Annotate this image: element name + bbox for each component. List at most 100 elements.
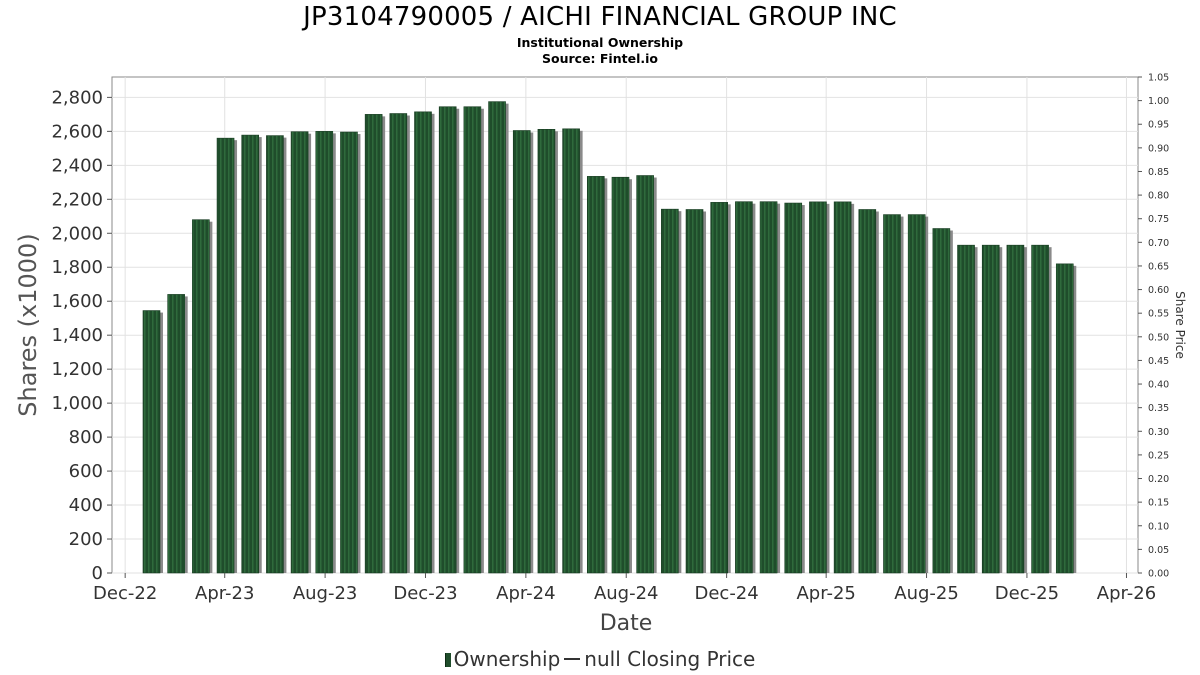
bar-ownership bbox=[142, 310, 161, 574]
y2-tick-label: 0.55 bbox=[1148, 309, 1169, 320]
bar-ownership bbox=[537, 129, 556, 574]
bar-ownership bbox=[364, 114, 383, 574]
bar-ownership bbox=[784, 202, 803, 574]
y2-tick-label: 0.45 bbox=[1148, 356, 1169, 367]
y2-axis-title: Share Price bbox=[1173, 291, 1187, 359]
bar-ownership bbox=[216, 137, 235, 574]
left-y-axis: 0 200 400 600 800 1,000 1,200 1,400 1,600 1,800 2,… bbox=[51, 87, 112, 584]
y-tick-label: 400 bbox=[69, 495, 103, 516]
bar-ownership bbox=[266, 135, 284, 574]
y2-tick-label: 0.90 bbox=[1148, 143, 1169, 154]
bar-ownership bbox=[438, 106, 457, 574]
y2-tick-label: 0.25 bbox=[1148, 450, 1169, 461]
bar-ownership bbox=[611, 176, 630, 574]
y-tick-label: 1,400 bbox=[51, 325, 103, 346]
x-tick-label: Apr-23 bbox=[195, 583, 254, 604]
bar-ownership bbox=[562, 128, 580, 574]
y2-tick-label: 0.00 bbox=[1148, 569, 1169, 580]
y2-tick-label: 0.15 bbox=[1148, 498, 1169, 509]
y-axis-title: Shares (x1000) bbox=[14, 233, 42, 416]
bar-ownership bbox=[932, 228, 951, 574]
bar-ownership bbox=[685, 209, 704, 574]
bar-ownership bbox=[1006, 244, 1025, 574]
x-tick-label: Dec-24 bbox=[694, 583, 758, 604]
bar-ownership bbox=[1031, 244, 1049, 574]
y-tick-label: 600 bbox=[69, 461, 103, 482]
y2-tick-label: 1.00 bbox=[1148, 96, 1169, 107]
bar-ownership bbox=[710, 202, 729, 574]
y2-tick-label: 0.50 bbox=[1148, 332, 1169, 343]
chart-title: JP3104790005 / AICHI FINANCIAL GROUP INC bbox=[303, 2, 897, 32]
y2-tick-label: 0.40 bbox=[1148, 380, 1169, 391]
x-axis-title: Date bbox=[600, 611, 653, 636]
bar-ownership bbox=[981, 244, 1000, 574]
y-tick-label: 2,000 bbox=[51, 223, 103, 244]
y-tick-label: 2,600 bbox=[51, 121, 103, 142]
y-tick-label: 1,800 bbox=[51, 257, 103, 278]
x-tick-label: Aug-23 bbox=[293, 583, 358, 604]
y2-tick-label: 0.60 bbox=[1148, 285, 1169, 296]
bar-ownership bbox=[241, 134, 260, 574]
y-tick-label: 1,600 bbox=[51, 291, 103, 312]
x-tick-label: Dec-23 bbox=[393, 583, 457, 604]
y2-tick-label: 0.20 bbox=[1148, 474, 1169, 485]
x-tick-label: Apr-24 bbox=[496, 583, 555, 604]
y2-tick-label: 0.30 bbox=[1148, 427, 1169, 438]
y2-tick-label: 0.70 bbox=[1148, 238, 1169, 249]
bar-ownership bbox=[858, 209, 877, 574]
bar-ownership bbox=[290, 131, 309, 574]
bar-ownership bbox=[192, 219, 210, 574]
bar-ownership bbox=[315, 131, 334, 574]
bar-ownership bbox=[661, 208, 679, 574]
x-tick-label: Dec-25 bbox=[995, 583, 1059, 604]
y-tick-label: 2,400 bbox=[51, 155, 103, 176]
y2-tick-label: 0.35 bbox=[1148, 403, 1169, 414]
y-tick-label: 2,200 bbox=[51, 189, 103, 210]
y2-tick-label: 0.75 bbox=[1148, 214, 1169, 225]
y-tick-label: 0 bbox=[92, 563, 103, 584]
x-tick-label: Apr-25 bbox=[796, 583, 855, 604]
bar-ownership bbox=[735, 201, 753, 574]
legend-swatch-price bbox=[564, 658, 581, 660]
bar-ownership bbox=[167, 294, 185, 574]
x-axis: Dec-22 Apr-23 Aug-23 Dec-23 Apr-24 Aug-24 Dec-… bbox=[93, 573, 1156, 604]
bar-ownership bbox=[809, 201, 827, 574]
ownership-chart: 0 200 400 600 800 1,000 1,200 1,400 1,600 1,800 2,… bbox=[14, 73, 1187, 637]
bar-ownership bbox=[389, 113, 408, 574]
bar-ownership bbox=[463, 106, 482, 574]
legend-label-ownership: Ownership bbox=[453, 647, 561, 671]
legend-label-price: null Closing Price bbox=[584, 647, 756, 671]
y-tick-label: 1,000 bbox=[51, 393, 103, 414]
bar-ownership bbox=[586, 176, 605, 574]
bar-ownership bbox=[414, 111, 432, 574]
y2-tick-label: 0.95 bbox=[1148, 120, 1169, 131]
y-tick-label: 200 bbox=[69, 529, 103, 550]
x-tick-label: Apr-26 bbox=[1097, 583, 1156, 604]
bar-series-ownership bbox=[142, 101, 1077, 574]
bar-ownership bbox=[907, 214, 926, 574]
bar-ownership bbox=[512, 130, 531, 574]
bar-ownership bbox=[759, 201, 778, 574]
y-tick-label: 800 bbox=[69, 427, 103, 448]
bar-ownership bbox=[340, 131, 358, 574]
bar-ownership bbox=[957, 244, 975, 574]
bar-ownership bbox=[883, 214, 901, 574]
y2-tick-label: 1.05 bbox=[1148, 73, 1169, 84]
bar-ownership bbox=[636, 175, 654, 574]
x-tick-label: Aug-25 bbox=[894, 583, 959, 604]
y2-tick-label: 0.80 bbox=[1148, 191, 1169, 202]
y2-tick-label: 0.10 bbox=[1148, 521, 1169, 532]
legend-swatch-ownership bbox=[444, 653, 451, 667]
y2-tick-label: 0.85 bbox=[1148, 167, 1169, 178]
chart-source: Source: Fintel.io bbox=[542, 51, 658, 66]
chart-subtitle: Institutional Ownership bbox=[516, 35, 684, 50]
legend: Ownership null Closing Price bbox=[0, 647, 1200, 671]
x-tick-label: Dec-22 bbox=[93, 583, 157, 604]
y2-tick-label: 0.65 bbox=[1148, 261, 1169, 272]
x-tick-label: Aug-24 bbox=[594, 583, 659, 604]
bar-ownership bbox=[488, 101, 506, 574]
y-tick-label: 1,200 bbox=[51, 359, 103, 380]
y-tick-label: 2,800 bbox=[51, 87, 103, 108]
y2-tick-label: 0.05 bbox=[1148, 545, 1169, 556]
bar-ownership bbox=[1055, 263, 1074, 574]
